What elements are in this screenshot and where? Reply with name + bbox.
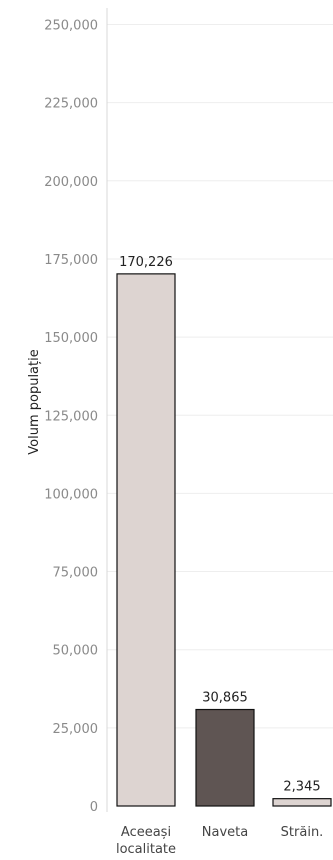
y-axis-title: Volum populație (27, 349, 42, 454)
data-label: 30,865 (202, 691, 248, 706)
bars (116, 273, 332, 807)
bar (195, 708, 255, 807)
y-tick-label: 225,000 (44, 97, 98, 112)
data-labels: 170,226 30,865 2,345 (119, 255, 320, 795)
y-tick-label: 25,000 (53, 722, 99, 737)
y-tick-label: 200,000 (44, 175, 98, 190)
x-category-label: localitate (116, 842, 176, 857)
y-tick-label: 175,000 (44, 253, 98, 268)
x-category-label: Aceeași (121, 825, 171, 840)
x-category-label: Străin. (281, 825, 324, 840)
y-tick-label: 100,000 (44, 487, 98, 502)
x-category-label: Naveta (202, 825, 248, 840)
bar (272, 798, 332, 807)
y-tick-label: 125,000 (44, 409, 98, 424)
bar (116, 273, 176, 807)
y-axis-ticks: 0 25,000 50,000 75,000 100,000 125,000 150,000… (44, 19, 98, 816)
y-tick-label: 250,000 (44, 19, 98, 34)
data-label: 2,345 (283, 780, 320, 795)
y-tick-label: 150,000 (44, 331, 98, 346)
y-tick-label: 0 (90, 800, 98, 815)
y-tick-label: 50,000 (53, 644, 99, 659)
x-axis-category-labels: Aceeași localitate Naveta Străin. (116, 825, 323, 857)
y-tick-label: 75,000 (53, 566, 99, 581)
data-label: 170,226 (119, 255, 173, 270)
